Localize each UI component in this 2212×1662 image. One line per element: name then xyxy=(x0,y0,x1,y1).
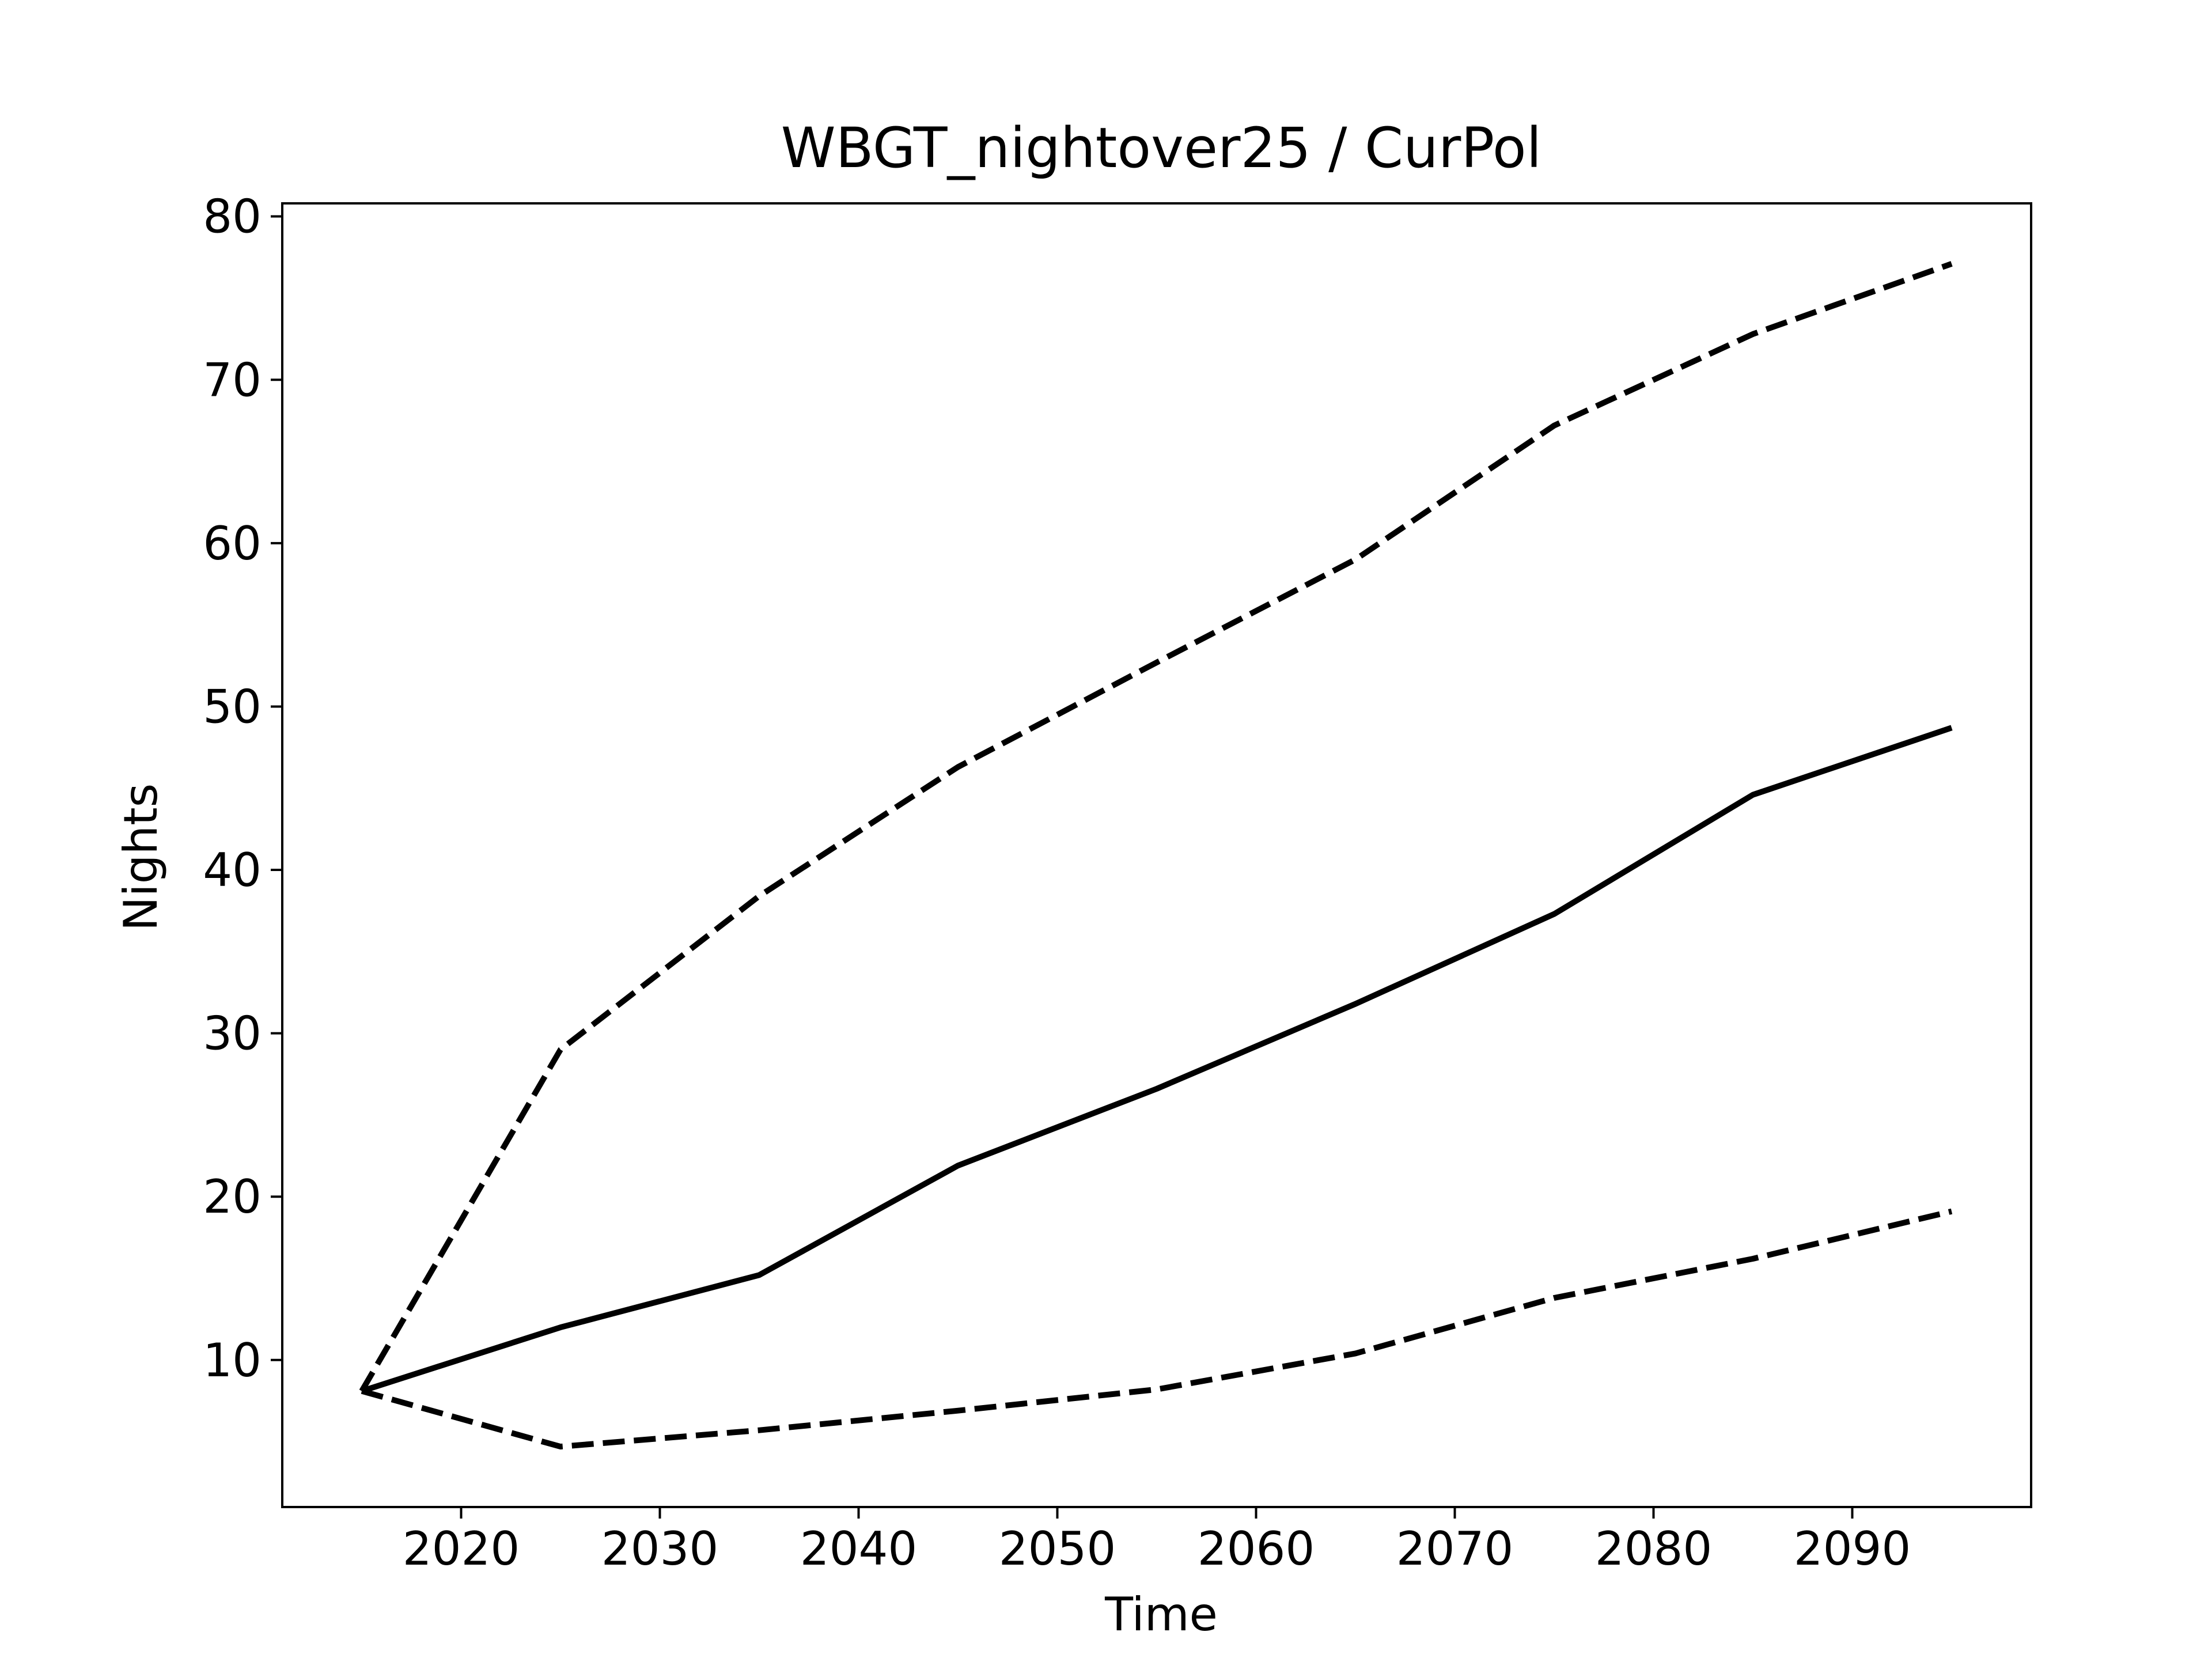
series-line-3 xyxy=(361,1208,1953,1450)
y-tick-label: 60 xyxy=(203,517,262,570)
x-tick-label: 2060 xyxy=(1198,1522,1315,1576)
y-tick-label: 50 xyxy=(203,680,262,733)
x-tick-label: 2070 xyxy=(1396,1522,1514,1576)
series-line-1 xyxy=(361,725,1953,1394)
y-tick-label: 10 xyxy=(203,1334,262,1387)
y-axis-label: Nights xyxy=(114,783,168,932)
x-tick-label: 2090 xyxy=(1794,1522,1911,1576)
x-tick-label: 2040 xyxy=(800,1522,918,1576)
x-tick-label: 2020 xyxy=(403,1522,520,1576)
y-tick-label: 20 xyxy=(203,1170,262,1224)
series-line-2 xyxy=(359,261,1953,1393)
y-tick-label: 40 xyxy=(203,843,262,897)
x-tick-label: 2080 xyxy=(1595,1522,1713,1576)
y-tick-label: 80 xyxy=(203,190,262,244)
y-tick-label: 30 xyxy=(203,1007,262,1061)
chart-title: WBGT_nightover25 / CurPol xyxy=(781,116,1541,180)
plot-frame xyxy=(281,202,2032,1508)
y-tick-label: 70 xyxy=(203,353,262,407)
plot-area: 2020 2030 2040 2050 2060 2070 2080 209010203040… xyxy=(203,190,2032,1576)
x-tick-label: 2050 xyxy=(999,1522,1116,1576)
x-tick-label: 2030 xyxy=(601,1522,719,1576)
x-axis-label: Time xyxy=(1104,1588,1218,1641)
